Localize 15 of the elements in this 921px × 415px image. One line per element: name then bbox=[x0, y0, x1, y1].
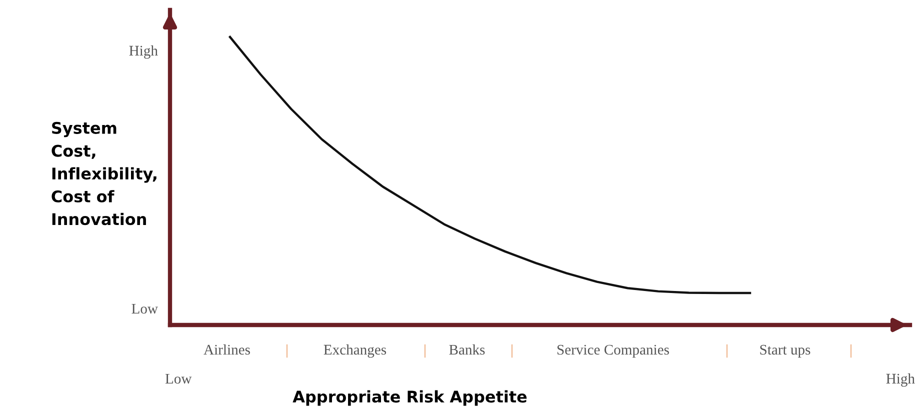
text: High bbox=[129, 45, 158, 59]
text: | bbox=[286, 344, 288, 358]
text: Low bbox=[165, 374, 192, 384]
text: High bbox=[886, 373, 915, 387]
text: Airlines bbox=[204, 344, 250, 355]
text: Low bbox=[132, 304, 158, 314]
text: | bbox=[850, 344, 852, 358]
text: Banks bbox=[449, 344, 485, 355]
text: | bbox=[424, 344, 426, 358]
x-axis-title: Appropriate Risk Appetite bbox=[292, 390, 527, 406]
text: | bbox=[726, 344, 728, 358]
text: Exchanges bbox=[324, 344, 386, 358]
text: Start ups bbox=[760, 344, 810, 358]
text: Service Companies bbox=[557, 344, 669, 358]
y-axis-title: System Cost, Inflexibility, Cost of Innovation bbox=[52, 122, 156, 226]
